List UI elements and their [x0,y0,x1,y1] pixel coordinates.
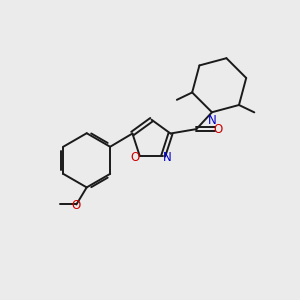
Text: O: O [214,123,223,136]
Text: N: N [163,151,172,164]
Text: O: O [72,199,81,212]
Text: N: N [208,114,216,127]
Text: O: O [131,151,140,164]
